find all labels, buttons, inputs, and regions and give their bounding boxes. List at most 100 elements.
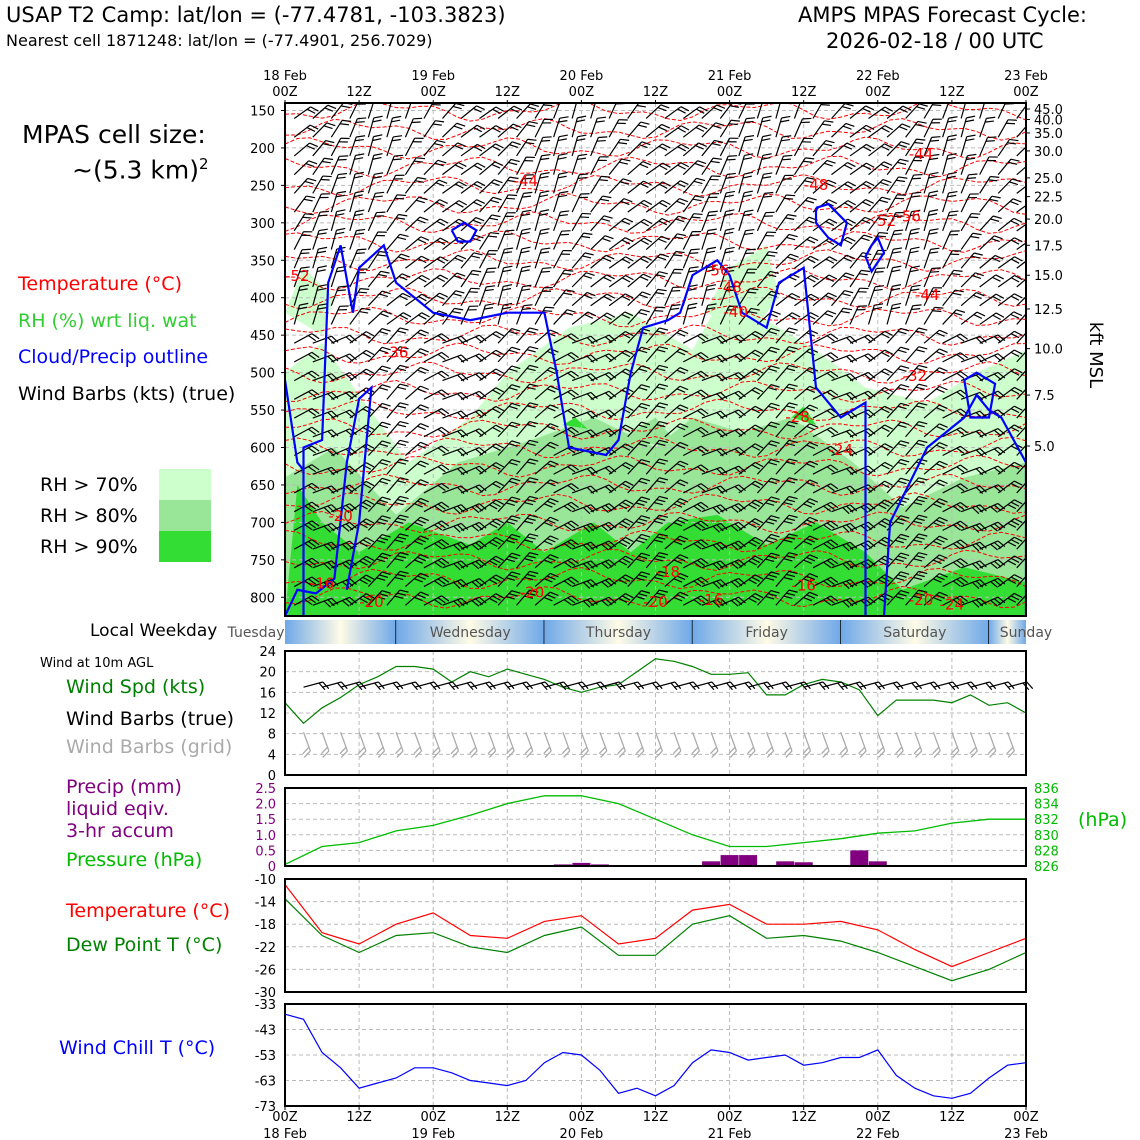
pressure-tick-label: 350 [250, 254, 275, 269]
barb-flag [699, 106, 708, 112]
barb-flag [638, 311, 648, 316]
barb-flag [678, 215, 688, 220]
barb-flag [470, 287, 480, 290]
section-wind-barb [775, 135, 792, 157]
section-wind-barb [979, 334, 1006, 344]
barb-staff [590, 293, 608, 307]
barb-flag [304, 505, 313, 512]
section-wind-barb [942, 333, 968, 344]
barb-flag [932, 310, 942, 313]
dewpoint-label: Dew Point T (°C) [66, 934, 223, 956]
barb-flag [751, 351, 761, 358]
barb-flag [720, 410, 728, 418]
section-wind-barb [590, 103, 605, 119]
barb-flag [966, 115, 976, 119]
barb-flag [893, 215, 903, 217]
barb-staff [849, 105, 866, 119]
section-wind-barb [886, 229, 904, 250]
barb-flag [809, 441, 819, 447]
barb-flag [375, 234, 385, 237]
barb-staff [423, 274, 441, 288]
barb-staff [775, 175, 786, 194]
barb-staff [1016, 346, 1026, 363]
barb-staff [775, 253, 791, 269]
barb-flag [643, 199, 653, 206]
barb-flag [1014, 330, 1023, 336]
section-wind-barb [478, 303, 495, 325]
barb-staff [775, 234, 790, 250]
barb-flag [306, 126, 316, 133]
barb-flag [936, 388, 945, 394]
barb-staff [682, 213, 695, 232]
section-wind-barb [979, 293, 1005, 307]
section-wind-barb [516, 383, 539, 400]
section-wind-barb [590, 136, 608, 157]
barb-staff [812, 333, 831, 344]
barb-flag [298, 288, 308, 291]
section-wind-barb [553, 483, 579, 494]
section-wind-barb [386, 477, 409, 494]
section-wind-barb [886, 302, 902, 325]
barb-flag [543, 287, 553, 289]
section-wind-barb [645, 162, 671, 176]
barb-flag [603, 215, 613, 219]
section-wind-barb [460, 143, 486, 157]
barb-flag [881, 196, 891, 201]
barb-flag [379, 293, 389, 298]
barb-flag [801, 141, 811, 143]
section-wind-barb [905, 327, 928, 344]
barb-flag [307, 353, 317, 360]
barb-flag [897, 443, 907, 447]
barb-flag [379, 499, 389, 504]
barb-flag [529, 402, 539, 406]
barb-flag [700, 389, 709, 396]
barb-flag [768, 349, 778, 354]
barb-flag [602, 195, 612, 199]
top-date-label: 18 Feb [263, 69, 307, 84]
barb-flag [969, 216, 979, 219]
section-wind-barb [497, 158, 520, 176]
barb-flag [511, 327, 521, 332]
barb-staff [831, 142, 848, 157]
barb-flag [899, 158, 909, 162]
barb-flag [695, 126, 705, 132]
section-wind-barb [664, 197, 689, 213]
section-wind-barb [1016, 255, 1026, 269]
isotherm-label: -40 [724, 303, 749, 321]
barb-flag [679, 197, 689, 203]
section-wind-barb [738, 117, 756, 138]
barb-flag [529, 383, 539, 387]
barb-flag [511, 402, 521, 407]
barb-flag [788, 439, 798, 444]
section-wind-barb [293, 248, 311, 269]
barb-flag [549, 460, 559, 466]
kft-tick-label: 30.0 [1034, 145, 1063, 160]
barb-flag [638, 405, 648, 410]
barb-flag [979, 410, 987, 418]
barb-flag [929, 171, 939, 175]
section-wind-barb [831, 272, 855, 288]
barb-staff [321, 731, 330, 752]
barb-flag [454, 164, 464, 170]
barb-flag [376, 502, 386, 507]
barb-flag [788, 295, 797, 301]
barb-flag [679, 460, 689, 466]
barb-flag [638, 368, 648, 372]
barb-staff [627, 121, 642, 138]
barb-staff [405, 329, 421, 344]
barb-flag [527, 106, 537, 110]
section-wind-barb [497, 365, 521, 382]
barb-flag [358, 291, 368, 294]
barb-flag [420, 497, 429, 503]
isotherm-line [285, 136, 1026, 160]
barb-staff [738, 118, 747, 138]
barb-flag [417, 463, 426, 468]
barb-flag [437, 353, 446, 360]
barb-staff [590, 118, 598, 138]
pressure-tick-label: 400 [250, 292, 275, 307]
barb-staff [645, 104, 662, 119]
isotherm-line [285, 305, 1026, 328]
barb-flag [490, 199, 500, 204]
y-tick-label: 8 [268, 728, 276, 743]
barb-flag [585, 272, 595, 276]
